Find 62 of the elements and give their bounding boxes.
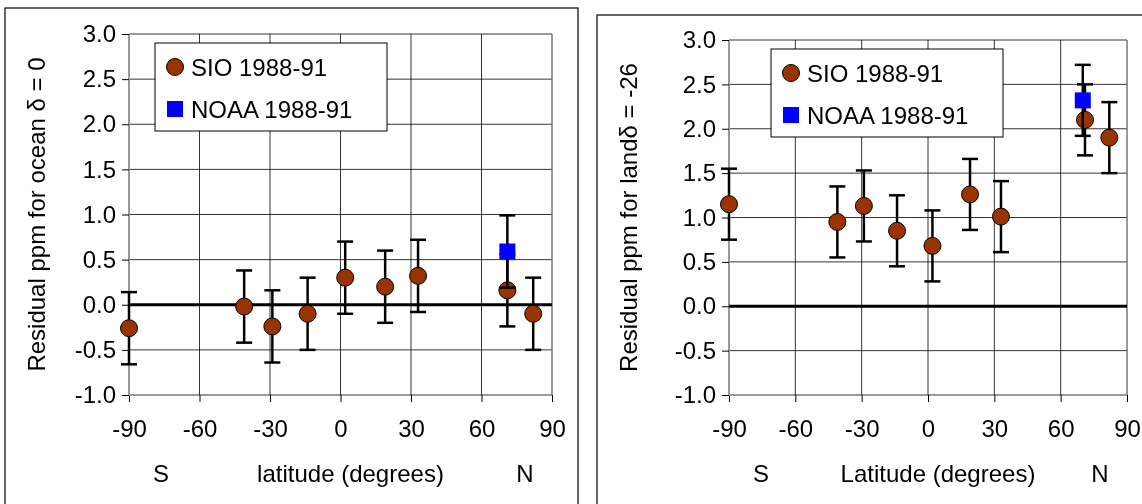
x-tick-label: -60 [778,415,814,443]
x-axis-title: latitude (degrees) [257,460,444,487]
point [336,268,355,287]
point [235,297,254,316]
x-axis-title: Latitude (degrees) [840,460,1036,487]
point [120,319,138,338]
y-tick-label: 3.0 [682,26,716,54]
x-tick-label: -90 [112,415,147,443]
point [298,304,317,323]
x-tick-label: 0 [334,415,348,443]
legend-label: SIO 1988-91 [191,54,328,81]
x-tick-label: -30 [253,415,288,443]
x-tick-label: 60 [468,415,496,443]
legend-label: SIO 1988-91 [807,60,944,87]
text: S [152,460,170,487]
text: N [1091,460,1109,487]
y-tick-label: -1.0 [74,381,116,409]
y-tick-label: 0.5 [682,248,716,276]
y-axis-title: Residual ppm for landδ = -26 [615,63,642,372]
point [409,266,428,285]
point [376,277,395,296]
point [888,221,907,240]
text: S [752,460,770,487]
text: N [516,460,534,487]
point [991,207,1010,226]
point [1100,128,1119,147]
y-tick-label: -0.5 [74,336,116,364]
y-tick-label: 1.0 [682,203,716,231]
legend-label: NOAA 1988-91 [191,96,353,123]
point [499,243,516,260]
x-tick-label: 0 [921,415,936,443]
y-tick-label: 1.0 [82,200,116,228]
y-tick-label: 2.5 [82,65,116,93]
x-tick-label: -90 [712,415,747,443]
x-tick-label: 90 [539,415,566,443]
y-tick-label: -0.5 [674,336,716,364]
point [524,304,543,323]
x-tick-label: 30 [398,415,425,443]
point [1074,92,1091,109]
legend-label: NOAA 1988-91 [807,102,969,129]
point [923,236,942,255]
x-tick-label: -30 [844,415,880,443]
point [961,185,980,204]
point [720,195,738,214]
y-tick-label: 0.0 [82,290,116,318]
x-tick-label: -60 [182,415,218,443]
y-tick-label: 2.0 [82,110,116,138]
x-tick-label: 30 [981,415,1009,443]
point [263,317,282,336]
y-tick-label: -1.0 [674,381,716,409]
y-axis-title: Residual ppm for ocean δ = 0 [23,57,50,372]
y-tick-label: 0.5 [82,245,116,273]
point [854,196,873,215]
y-tick-label: 2.0 [682,114,716,142]
x-tick-label: 90 [1114,415,1141,443]
point [828,212,847,231]
y-tick-label: 1.5 [82,155,116,183]
y-tick-label: 1.5 [682,159,716,187]
y-tick-label: 2.5 [682,70,716,98]
x-tick-label: 60 [1047,415,1075,443]
y-tick-label: 3.0 [82,20,116,48]
y-tick-label: 0.0 [682,292,716,320]
